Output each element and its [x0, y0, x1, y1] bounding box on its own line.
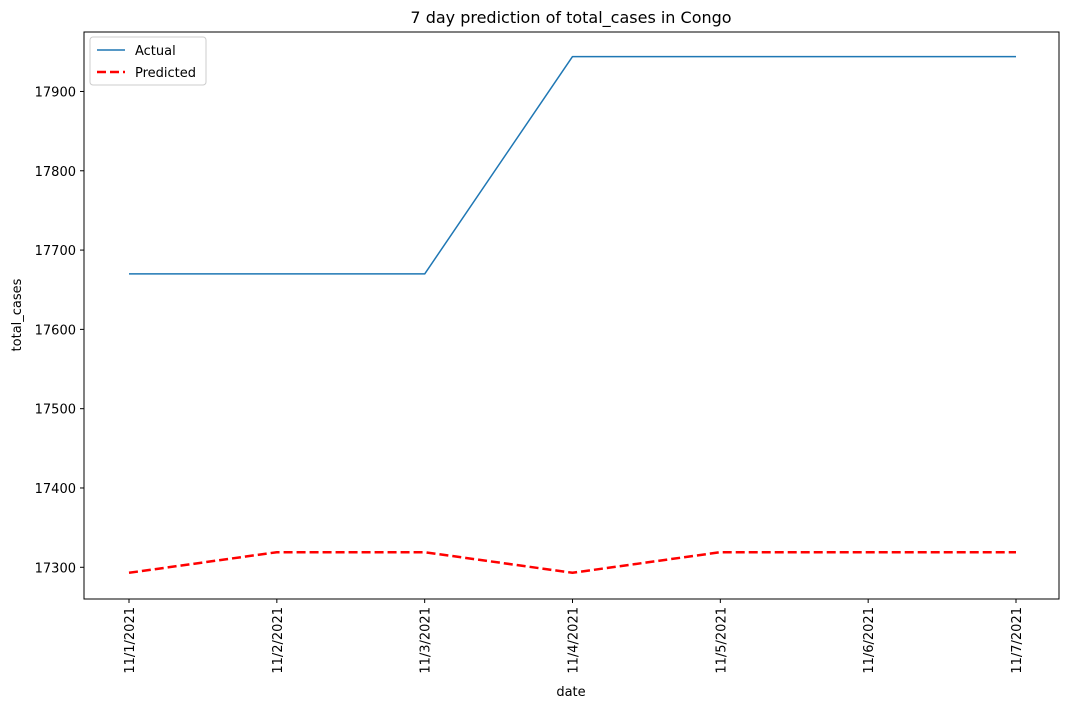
- y-axis: 17300 17400 17500 17600 17700 17800 17900: [35, 85, 84, 576]
- x-tick-label: 11/6/2021: [862, 607, 877, 674]
- x-tick-label: 11/1/2021: [123, 607, 138, 674]
- x-axis: 11/1/2021 11/2/2021 11/3/2021 11/4/2021 11/5…: [123, 599, 1025, 674]
- y-tick-label: 17900: [35, 85, 76, 100]
- y-tick-label: 17500: [35, 403, 76, 418]
- x-tick-label: 11/4/2021: [567, 607, 582, 674]
- legend-actual-label: Actual: [135, 44, 176, 59]
- series-line-actual: [129, 55, 1016, 275]
- x-tick-label: 11/5/2021: [714, 607, 729, 674]
- series-layer: [128, 55, 1017, 575]
- legend: Actual Predicted: [89, 36, 207, 86]
- x-axis-label: date: [556, 685, 585, 700]
- x-tick-label: 11/3/2021: [419, 607, 434, 674]
- legend-predicted-label: Predicted: [135, 66, 196, 81]
- series-line-predicted: [128, 550, 1016, 575]
- y-axis-label: total_cases: [10, 278, 25, 351]
- y-tick-label: 17700: [35, 244, 76, 259]
- x-tick-label: 11/7/2021: [1010, 607, 1025, 674]
- chart-title: 7 day prediction of total_cases in Congo: [410, 8, 731, 28]
- y-tick-label: 17600: [35, 323, 76, 338]
- y-tick-label: 17300: [35, 561, 76, 576]
- plot-area: [83, 31, 1060, 600]
- y-tick-label: 17800: [35, 165, 76, 180]
- x-tick-label: 11/2/2021: [271, 607, 286, 674]
- y-tick-label: 17400: [35, 482, 76, 497]
